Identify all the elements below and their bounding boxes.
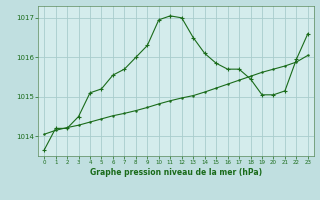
X-axis label: Graphe pression niveau de la mer (hPa): Graphe pression niveau de la mer (hPa) [90, 168, 262, 177]
